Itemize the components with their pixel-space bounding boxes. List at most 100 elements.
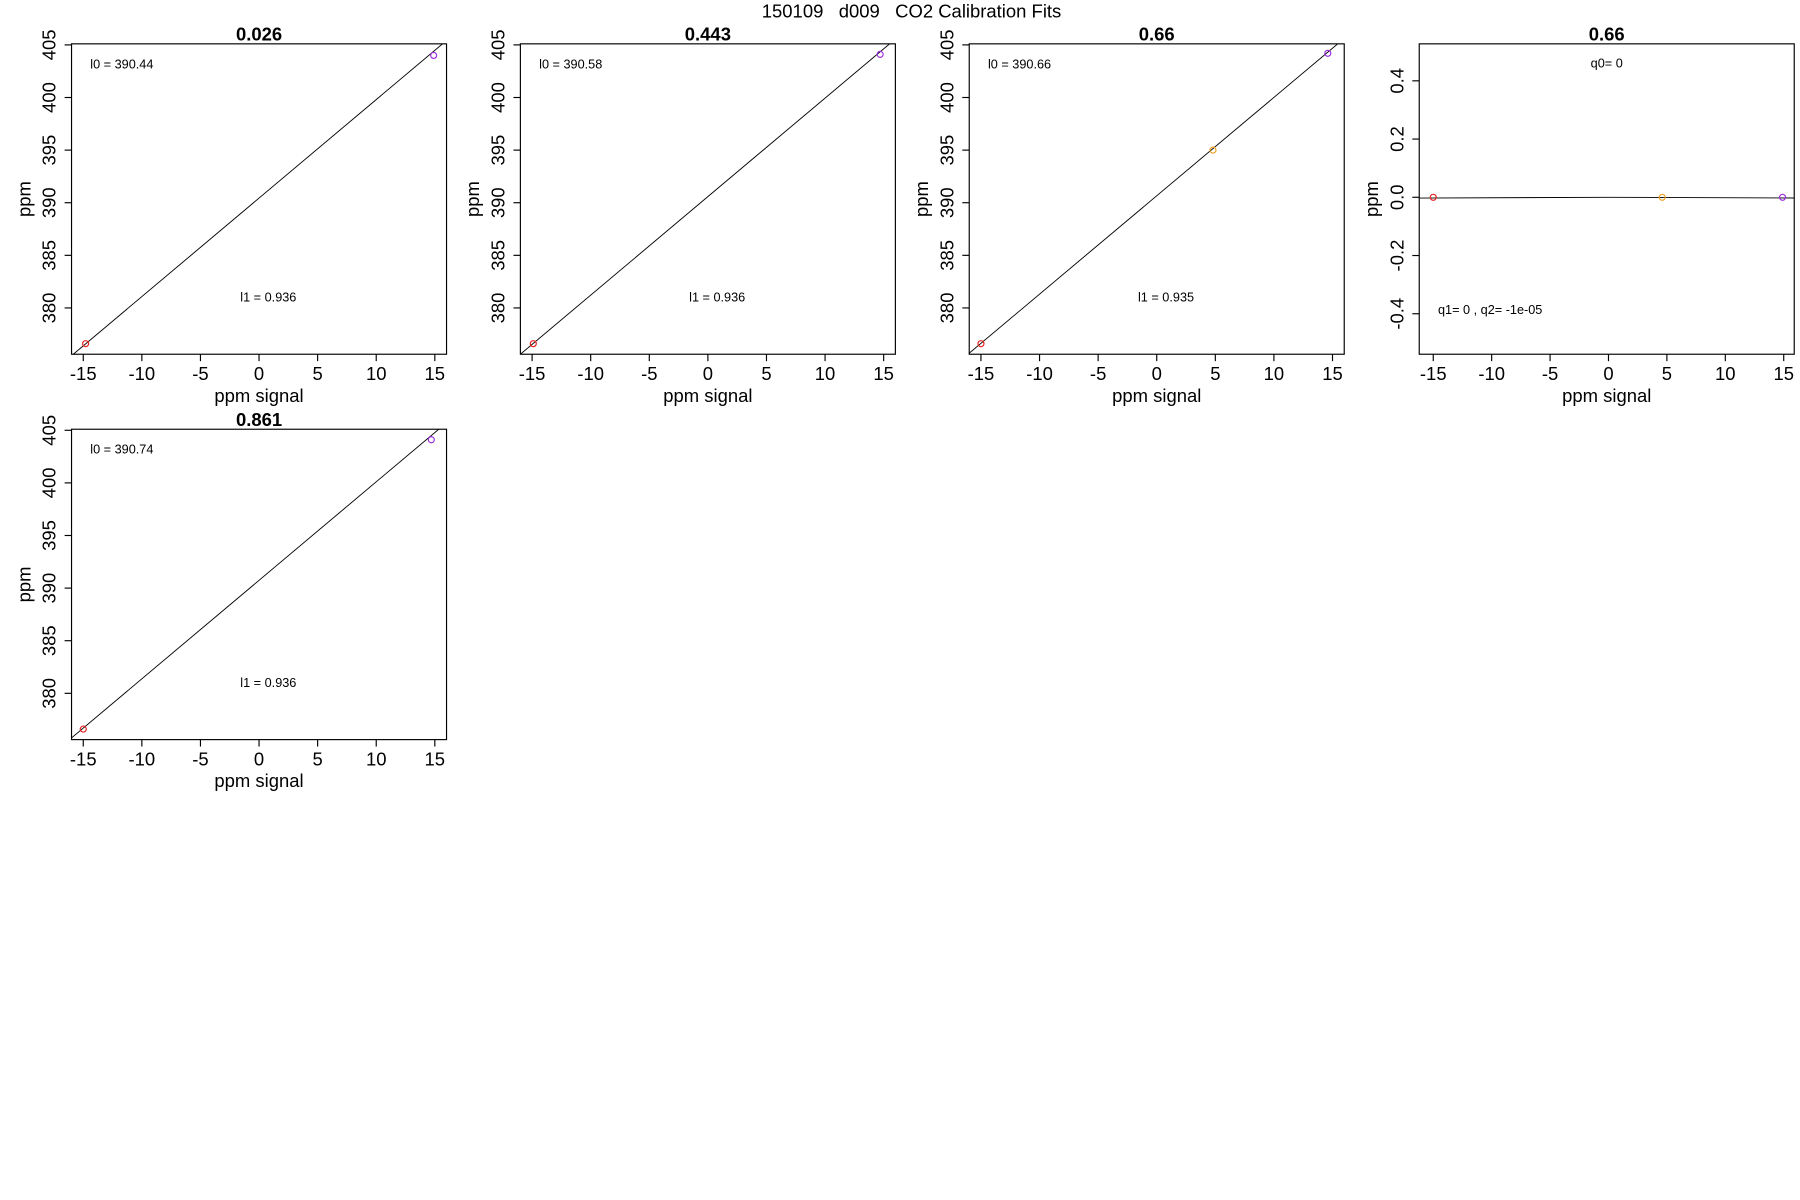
y-tick-label: 385 <box>39 625 60 656</box>
x-tick-label: 10 <box>815 363 836 384</box>
panel-title: 0.66 <box>1139 24 1175 45</box>
plot-frame <box>1418 43 1795 355</box>
y-tick-label: 380 <box>936 293 957 324</box>
x-tick-label: -15 <box>968 363 995 384</box>
annotation: l1 = 0.936 <box>240 676 296 690</box>
panel-title: 0.443 <box>685 24 731 45</box>
x-axis-label: ppm signal <box>663 385 752 406</box>
x-axis-label: ppm signal <box>1562 385 1651 406</box>
y-tick-label: 385 <box>39 240 60 271</box>
annotation: l1 = 0.936 <box>240 291 296 305</box>
y-tick-label: 400 <box>39 467 60 498</box>
x-tick-label: -10 <box>1026 363 1053 384</box>
x-tick-label: -5 <box>192 748 208 769</box>
y-tick-label: 400 <box>487 82 508 113</box>
x-tick-label: -5 <box>192 363 208 384</box>
data-point <box>1324 49 1332 57</box>
y-tick-label: 0.4 <box>1386 68 1407 94</box>
x-tick-label: -5 <box>1542 363 1558 384</box>
x-tick-label: 15 <box>1322 363 1343 384</box>
panel: 0.861 ppm signal ppm -15 -10 -5 0 5 10 15 380 385 39… <box>13 409 448 791</box>
x-tick-label: -10 <box>1478 363 1505 384</box>
x-tick-label: -10 <box>129 748 156 769</box>
x-axis-label: ppm signal <box>1112 385 1201 406</box>
x-tick-label: -10 <box>577 363 604 384</box>
data-point <box>82 340 90 348</box>
fit-line <box>969 43 1339 354</box>
x-tick-label: -10 <box>129 363 156 384</box>
x-tick-label: 10 <box>1715 363 1736 384</box>
y-tick-label: 405 <box>39 29 60 60</box>
y-tick-label: 395 <box>936 135 957 166</box>
x-tick-label: -5 <box>1090 363 1106 384</box>
y-tick-label: 390 <box>39 573 60 604</box>
y-tick-label: 380 <box>39 678 60 709</box>
x-tick-label: 15 <box>873 363 894 384</box>
y-tick-label: 380 <box>487 293 508 324</box>
x-tick-label: 15 <box>425 363 446 384</box>
x-axis-label: ppm signal <box>214 385 303 406</box>
y-tick-label: -0.2 <box>1386 240 1407 272</box>
data-point <box>427 436 435 444</box>
x-axis-label: ppm signal <box>214 770 303 791</box>
fit-line <box>520 43 891 355</box>
x-tick-label: -15 <box>70 363 97 384</box>
y-tick-label: 405 <box>936 29 957 60</box>
y-tick-label: 390 <box>936 187 957 218</box>
x-tick-label: 5 <box>312 363 322 384</box>
x-tick-label: 10 <box>1264 363 1285 384</box>
panel: 0.443 ppm signal ppm -15 -10 -5 0 5 10 15 380 385 39… <box>462 24 896 406</box>
y-axis-label: ppm <box>13 181 34 217</box>
fit-line <box>1419 196 1795 199</box>
x-tick-label: -5 <box>641 363 657 384</box>
x-tick-label: 10 <box>366 363 387 384</box>
panel: 0.66 ppm signal ppm -15 -10 -5 0 5 10 15 -0.4 -0.2 0… <box>1361 24 1795 406</box>
y-tick-label: 385 <box>936 240 957 271</box>
y-tick-label: 380 <box>39 293 60 324</box>
data-point <box>79 725 87 733</box>
data-point <box>1429 193 1437 201</box>
x-tick-label: 10 <box>366 748 387 769</box>
data-point <box>529 340 537 348</box>
y-tick-label: 405 <box>39 415 60 446</box>
y-tick-label: 0.0 <box>1386 184 1407 210</box>
x-tick-label: -15 <box>70 748 97 769</box>
x-tick-label: 0 <box>1152 363 1162 384</box>
data-point <box>1658 193 1666 201</box>
data-point <box>876 50 884 58</box>
panel-title: 0.026 <box>236 24 282 45</box>
figure-title: 150109 d009 CO2 Calibration Fits <box>762 1 1062 22</box>
annotation: l0 = 390.44 <box>90 57 153 71</box>
y-tick-label: 400 <box>39 82 60 113</box>
y-tick-label: -0.4 <box>1386 298 1407 330</box>
data-point <box>1778 193 1787 201</box>
annotation: l1 = 0.936 <box>689 291 745 305</box>
x-tick-label: 5 <box>1210 363 1220 384</box>
annotation: q0= 0 <box>1591 56 1623 70</box>
data-point <box>1209 146 1217 154</box>
x-tick-label: 15 <box>425 748 446 769</box>
x-tick-label: 5 <box>312 748 322 769</box>
y-tick-label: 400 <box>936 82 957 113</box>
annotation: l0 = 390.74 <box>90 443 153 457</box>
x-tick-label: 0 <box>254 363 264 384</box>
y-tick-label: 390 <box>39 187 60 218</box>
data-point <box>430 51 438 59</box>
panel-title: 0.66 <box>1589 24 1625 45</box>
panel: 0.026 ppm signal ppm -15 -10 -5 0 5 10 15 380 385 39… <box>13 24 448 406</box>
panel-title: 0.861 <box>236 409 282 430</box>
annotation: q1= 0 , q2= -1e-05 <box>1438 303 1542 317</box>
fit-line <box>72 43 444 355</box>
y-tick-label: 405 <box>487 29 508 60</box>
y-axis-label: ppm <box>911 181 932 217</box>
y-axis-label: ppm <box>462 181 483 217</box>
x-tick-label: 5 <box>761 363 771 384</box>
y-tick-label: 395 <box>487 135 508 166</box>
fit-line <box>71 429 440 739</box>
x-tick-label: -15 <box>519 363 546 384</box>
x-tick-label: -15 <box>1420 363 1447 384</box>
y-tick-label: 385 <box>487 240 508 271</box>
x-tick-label: 0 <box>254 748 264 769</box>
